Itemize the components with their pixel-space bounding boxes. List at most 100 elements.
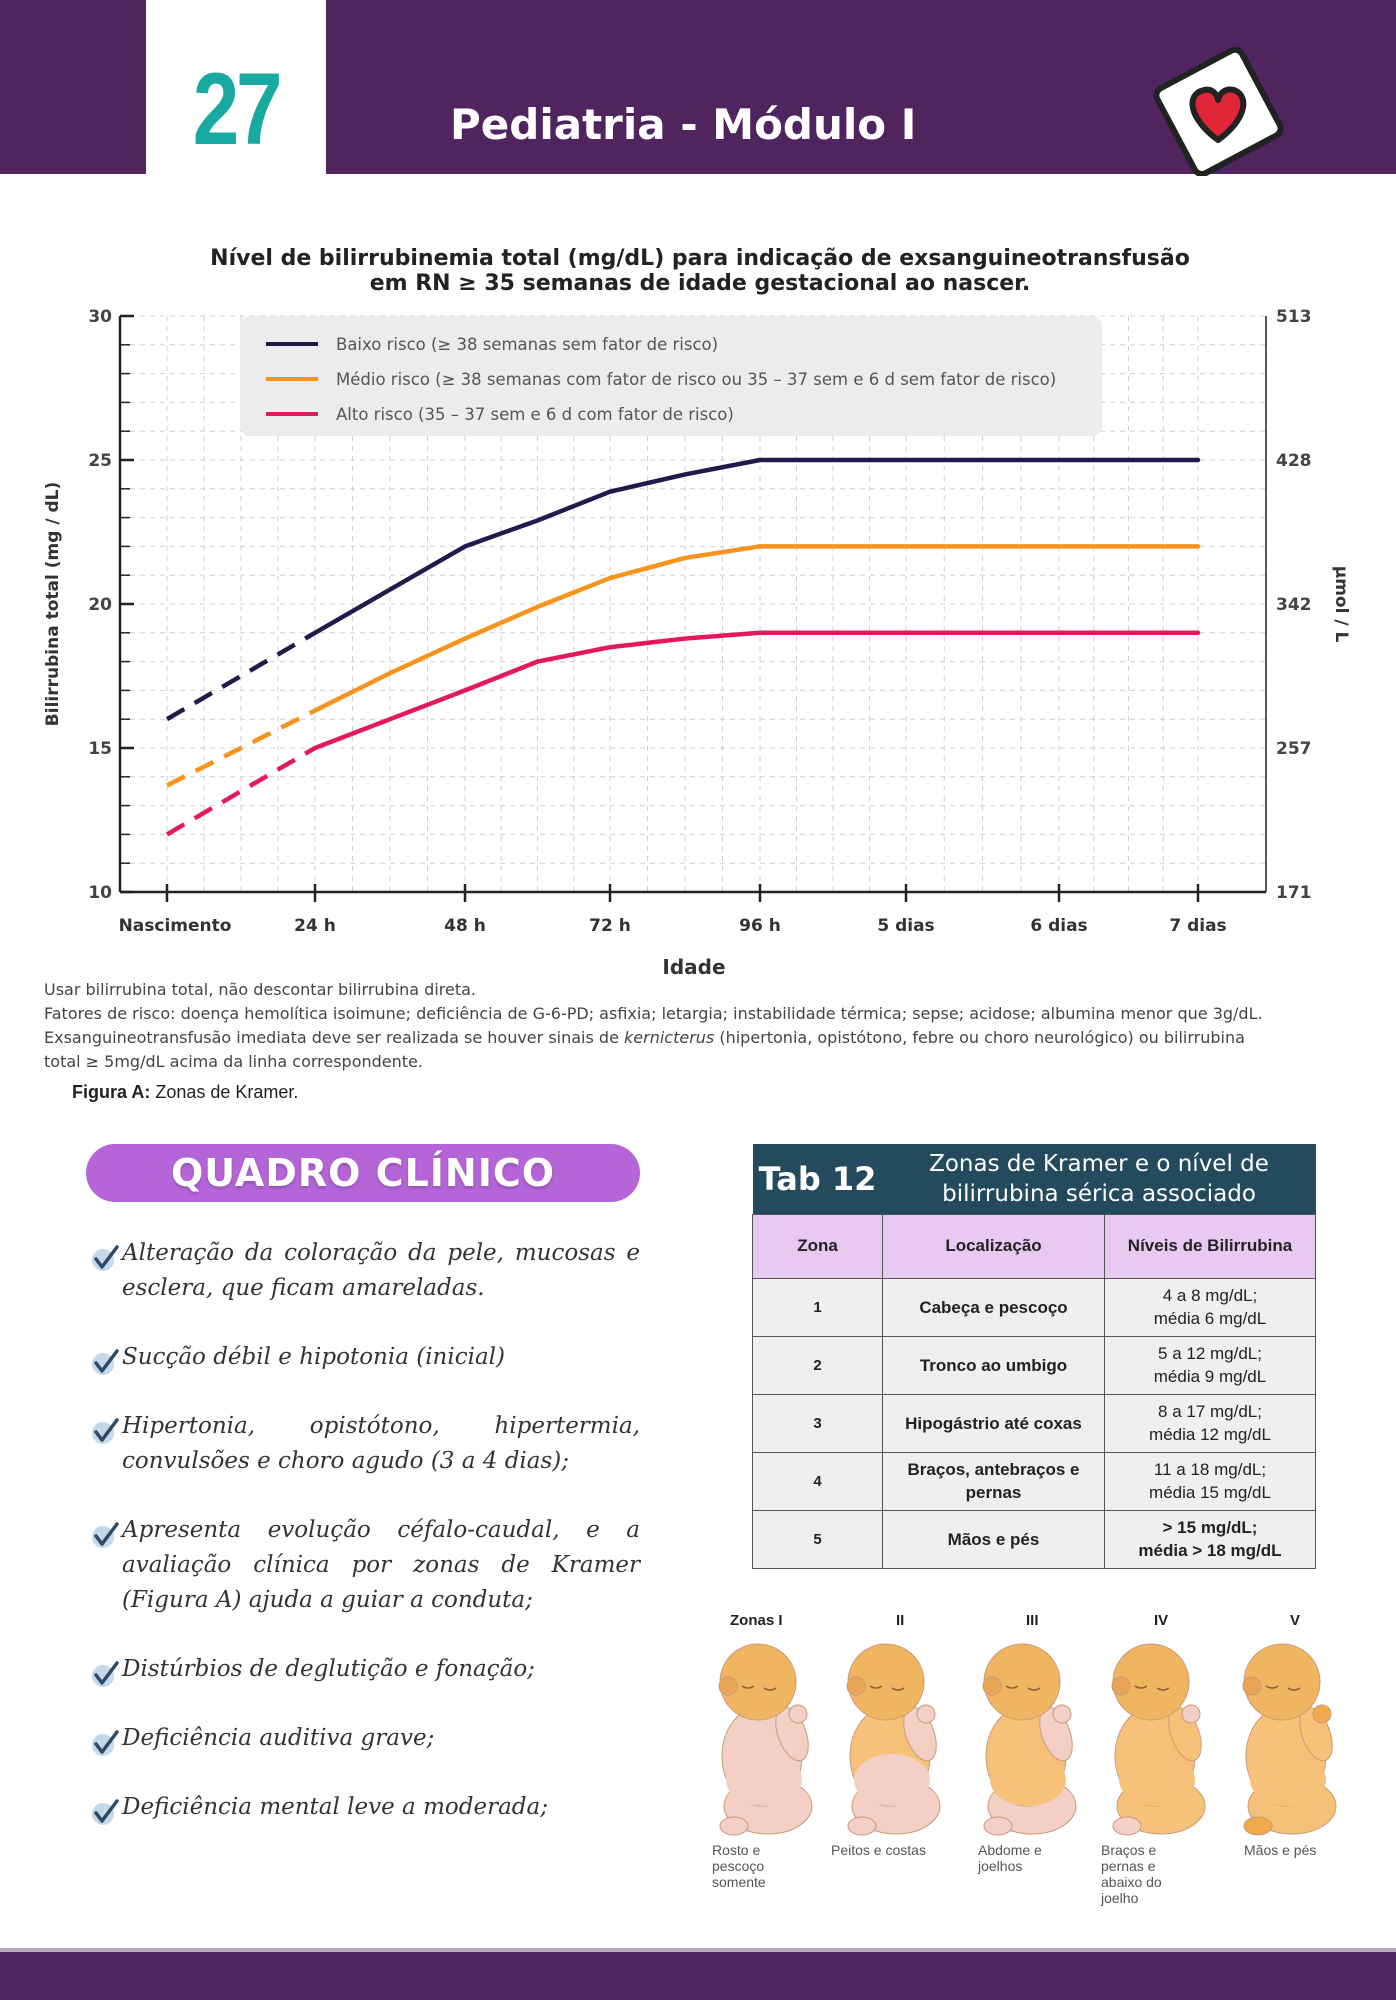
legend-label: Alto risco (35 – 37 sem e 6 d com fator … — [336, 405, 734, 424]
figure-caption-label: Figura A: — [72, 1082, 151, 1102]
baby-ear — [718, 1676, 738, 1696]
x-tick-label: Nascimento — [119, 916, 232, 936]
level-cell: 8 a 17 mg/dL; média 12 mg/dL — [1104, 1393, 1316, 1453]
level-cell: 11 a 18 mg/dL; média 15 mg/dL — [1104, 1451, 1316, 1511]
baby-hand — [1181, 1704, 1201, 1724]
series-line-dashed — [165, 746, 317, 837]
y2-tick-label: 171 — [1276, 883, 1312, 903]
level-range: 5 a 12 mg/dL; — [1158, 1344, 1262, 1363]
zone-label: Zonas I — [730, 1612, 783, 1629]
baby-hand — [788, 1704, 808, 1724]
y2-tick-label: 513 — [1276, 307, 1312, 327]
column-header: Localização — [882, 1213, 1105, 1279]
baby-caption: Peitos e costas — [831, 1842, 926, 1858]
zone-cell: 3 — [752, 1393, 883, 1453]
page-number: 27 — [192, 52, 283, 166]
baby-eyes — [1005, 1685, 1041, 1691]
y-axis-title: Bilirrubina total (mg / dL) — [43, 482, 63, 726]
level-cell: 4 a 8 mg/dL; média 6 mg/dL — [1104, 1277, 1316, 1337]
level-range: 4 a 8 mg/dL; — [1162, 1286, 1258, 1305]
figure-caption-text: Zonas de Kramer. — [155, 1082, 299, 1102]
check-icon — [92, 1661, 119, 1687]
baby-abdomen — [1250, 1754, 1326, 1806]
x-axis-title: Idade — [662, 955, 725, 979]
baby-hand — [1052, 1704, 1072, 1724]
table-header-row: Zona Localização Níveis de Bilirrubina — [752, 1213, 1316, 1279]
bilirubin-chart: Baixo risco (≥ 38 semanas sem fator de r… — [43, 307, 1351, 979]
check-icon — [92, 1730, 119, 1756]
x-tick-label: 5 dias — [877, 916, 934, 936]
level-range: > 15 mg/dL; — [1162, 1518, 1258, 1537]
baby-caption: Abdome e joelhos — [978, 1842, 1042, 1874]
note-line-1: Usar bilirrubina total, não descontar bi… — [44, 980, 477, 999]
babies-illustration — [718, 1643, 1337, 1836]
baby-eyes — [1134, 1685, 1170, 1691]
kramer-table: Tab 12 Zonas de Kramer e o nível de bili… — [752, 1144, 1316, 1569]
baby-hand — [1312, 1704, 1332, 1724]
table-label: Tab 12 — [752, 1144, 883, 1214]
list-item: Hipertonia, opistótono, hipertermia, con… — [90, 1409, 640, 1479]
table-title: Zonas de Kramer e o nível de bilirrubina… — [882, 1144, 1316, 1214]
note-kernicterus: kernicterus — [624, 1028, 715, 1047]
baby-abdomen — [990, 1754, 1066, 1806]
legend-label: Médio risco (≥ 38 semanas com fator de r… — [336, 370, 1056, 389]
location-cell: Mãos e pés — [882, 1509, 1105, 1569]
list-item: Apresenta evolução céfalo-caudal, e a av… — [90, 1513, 640, 1618]
list-item-text: Hipertonia, opistótono, hipertermia, con… — [122, 1413, 640, 1474]
y2-tick-label: 342 — [1276, 595, 1312, 615]
y-tick-label: 30 — [88, 307, 112, 327]
series-line-dashed — [165, 630, 317, 722]
location-cell: Hipogástrio até coxas — [882, 1393, 1105, 1453]
x-tick-label: 24 h — [294, 916, 336, 936]
location-cell: Cabeça e pescoço — [882, 1277, 1105, 1337]
list-item-text: Distúrbios de deglutição e fonação; — [122, 1656, 535, 1682]
baby-eyes — [1265, 1685, 1301, 1691]
list-item-text: Sucção débil e hipotonia (inicial) — [122, 1344, 506, 1370]
list-item: Sucção débil e hipotonia (inicial) — [90, 1340, 640, 1375]
zone-label: II — [896, 1612, 905, 1629]
baby-ear — [1242, 1676, 1262, 1696]
y2-tick-label: 257 — [1276, 739, 1312, 759]
series-line — [312, 457, 1201, 636]
chart-title: Nível de bilirrubinemia total (mg/dL) pa… — [170, 246, 1230, 296]
zone-label: IV — [1154, 1612, 1169, 1629]
zone-label: V — [1290, 1612, 1301, 1629]
baby-caption: Rosto e pescoço somente — [712, 1842, 766, 1890]
level-cell: 5 a 12 mg/dL; média 9 mg/dL — [1104, 1335, 1316, 1395]
column-header: Zona — [752, 1213, 883, 1279]
chart-title-line2: em RN ≥ 35 semanas de idade gestacional … — [369, 271, 1031, 296]
y-tick-label: 10 — [88, 883, 112, 903]
zone-cell: 1 — [752, 1277, 883, 1337]
baby-foot — [847, 1816, 877, 1836]
legend-box — [240, 316, 1102, 436]
list-item: Deficiência mental leve a moderada; — [90, 1790, 640, 1825]
check-icon — [92, 1349, 119, 1375]
location-cell: Tronco ao umbigo — [882, 1335, 1105, 1395]
level-mean: média 12 mg/dL — [1149, 1425, 1271, 1444]
level-mean: média > 18 mg/dL — [1138, 1541, 1282, 1560]
level-mean: média 9 mg/dL — [1153, 1367, 1267, 1386]
note-line-3a: Exsanguineotransfusão imediata deve ser … — [44, 1028, 624, 1047]
baby-ear — [982, 1676, 1002, 1696]
check-icon — [92, 1245, 119, 1271]
module-title: Pediatria - Módulo I — [450, 100, 917, 149]
y-tick-label: 25 — [88, 451, 112, 471]
baby-ear — [1111, 1676, 1131, 1696]
y2-axis-title: µmol / L — [1331, 566, 1351, 643]
chart-notes: Usar bilirrubina total, não descontar bi… — [44, 978, 1364, 1074]
table-row: 1 Cabeça e pescoço 4 a 8 mg/dL; média 6 m… — [752, 1277, 1316, 1337]
location-cell: Braços, antebraços e pernas — [882, 1451, 1105, 1511]
level-mean: média 6 mg/dL — [1153, 1309, 1267, 1328]
baby-hand — [916, 1704, 936, 1724]
heart-card-icon — [1153, 46, 1284, 176]
table-title-row: Tab 12 Zonas de Kramer e o nível de bili… — [752, 1144, 1316, 1214]
x-tick-label: 48 h — [444, 916, 486, 936]
check-icon — [92, 1522, 119, 1548]
quadro-clinico-title: QUADRO CLÍNICO — [86, 1144, 640, 1202]
zone-cell: 4 — [752, 1451, 883, 1511]
baby-foot — [719, 1816, 749, 1836]
table-row: 5 Mãos e pés > 15 mg/dL; média > 18 mg/dL — [752, 1509, 1316, 1569]
table-row: 3 Hipogástrio até coxas 8 a 17 mg/dL; méd… — [752, 1393, 1316, 1453]
y2-tick-label: 428 — [1276, 451, 1312, 471]
check-icon — [92, 1799, 119, 1825]
